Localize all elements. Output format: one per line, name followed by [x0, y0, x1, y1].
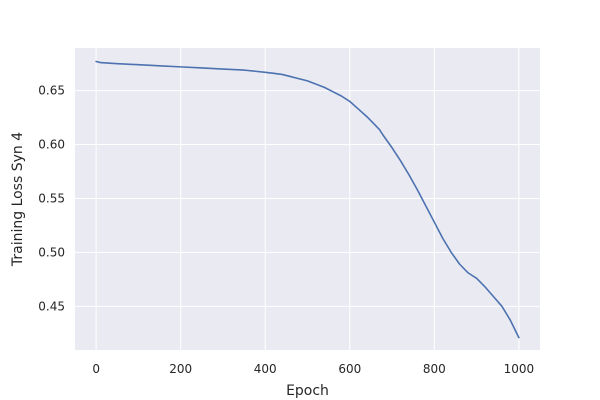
y-tick-label: 0.65 — [38, 84, 65, 98]
x-tick-label: 800 — [423, 362, 446, 376]
y-tick-label: 0.60 — [38, 138, 65, 152]
y-tick-label: 0.45 — [38, 299, 65, 313]
y-tick-label: 0.50 — [38, 245, 65, 259]
grid — [75, 48, 540, 350]
x-tick-labels: 0 200 400 600 800 1000 — [92, 362, 534, 376]
x-tick-label: 400 — [254, 362, 277, 376]
x-tick-label: 0 — [92, 362, 100, 376]
x-tick-label: 200 — [169, 362, 192, 376]
y-tick-label: 0.55 — [38, 191, 65, 205]
y-tick-labels: 0.45 0.50 0.55 0.60 0.65 — [38, 84, 65, 314]
x-tick-label: 1000 — [504, 362, 535, 376]
plot-background — [75, 48, 540, 350]
y-axis-label: Training Loss Syn 4 — [10, 132, 26, 267]
x-axis-label: Epoch — [286, 383, 329, 399]
series-line — [95, 60, 520, 339]
x-tick-label: 600 — [338, 362, 361, 376]
series-layer — [95, 60, 520, 339]
